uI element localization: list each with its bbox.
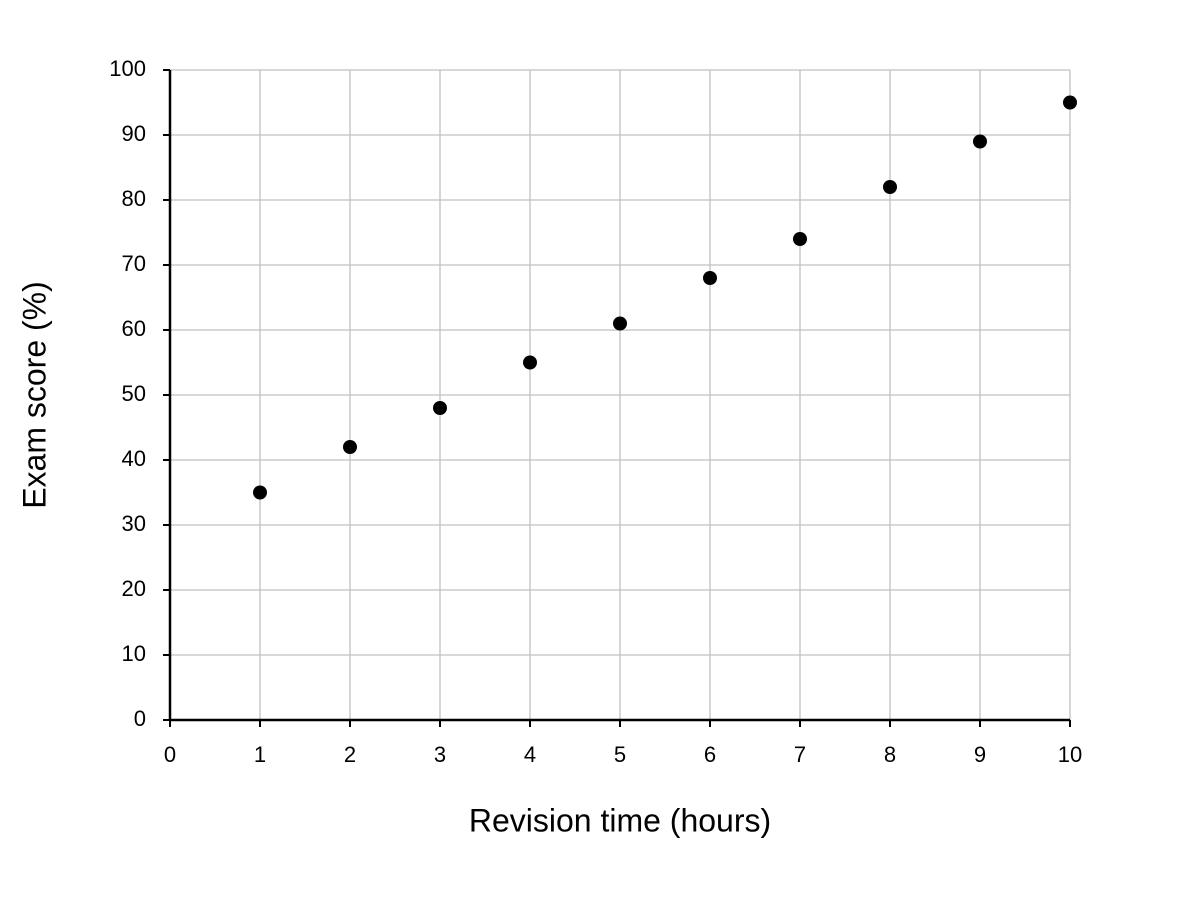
point	[883, 180, 897, 194]
y-tick-label: 50	[122, 381, 146, 406]
y-tick-label: 0	[134, 706, 146, 731]
y-tick-label: 90	[122, 121, 146, 146]
y-axis-title: Exam score (%)	[16, 281, 52, 509]
x-tick-label: 6	[704, 742, 716, 767]
point	[1063, 95, 1077, 110]
x-tick-label: 7	[794, 742, 806, 767]
y-tick-label: 80	[122, 186, 146, 211]
x-tick-label: 3	[434, 742, 446, 767]
point	[613, 316, 627, 331]
point	[973, 134, 987, 149]
y-tick-label: 10	[122, 641, 146, 666]
x-tick-label: 1	[254, 742, 266, 767]
x-axis-title: Revision time (hours)	[469, 802, 771, 838]
x-tick-label: 4	[524, 742, 536, 767]
y-tick-label: 40	[122, 446, 146, 471]
point	[793, 232, 807, 246]
x-tick-label: 0	[164, 742, 176, 767]
y-tick-label: 30	[122, 511, 146, 536]
point	[433, 401, 447, 415]
x-tick-label: 8	[884, 742, 896, 767]
point	[253, 485, 267, 500]
point	[703, 271, 717, 285]
y-tick-label: 100	[109, 56, 146, 81]
point	[343, 440, 357, 454]
y-tick-label: 20	[122, 576, 146, 601]
y-tick-label: 60	[122, 316, 146, 341]
y-tick-label: 70	[122, 251, 146, 276]
x-tick-label: 5	[614, 742, 626, 767]
x-tick-label: 2	[344, 742, 356, 767]
point	[523, 355, 537, 370]
x-tick-label: 10	[1058, 742, 1082, 767]
x-tick-label: 9	[974, 742, 986, 767]
